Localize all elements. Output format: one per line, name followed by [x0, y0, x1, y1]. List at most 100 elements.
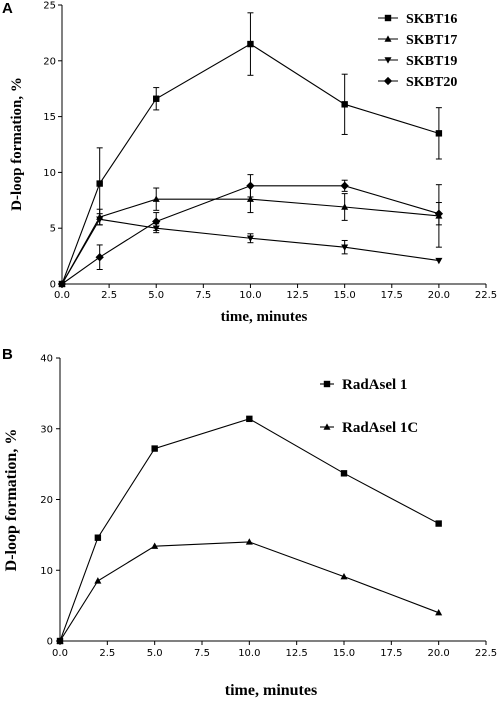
y-tick-label: 20: [40, 495, 53, 506]
chart-a: A 0.0 2.5 5.0 7.5 10.0 12.5 15.0 17.5 20.0 22.5 0…: [2, 0, 497, 325]
data-point: [246, 195, 254, 202]
x-tick-label: 15.0: [333, 648, 355, 659]
panel-label-b: B: [2, 346, 13, 363]
legend-label: RadAsel 1: [342, 377, 407, 393]
y-tick-label: 15: [43, 112, 56, 123]
y-tick-label: 10: [43, 168, 56, 179]
y-tick-label: 20: [43, 56, 56, 67]
chart-a-y-ticks: 0 5 10 15 20 25: [43, 1, 62, 291]
legend-label: SKBT20: [406, 75, 457, 90]
legend-label: SKBT17: [406, 33, 457, 48]
series-radasel-1: [56, 415, 442, 645]
legend-marker: [323, 423, 331, 430]
chart-a-x-ticks: 0.0 2.5 5.0 7.5 10.0 12.5 15.0 17.5 20.0 22.5: [54, 284, 497, 301]
x-tick-label: 17.5: [381, 290, 403, 301]
x-tick-label: 0.0: [54, 290, 70, 301]
y-tick-label: 0: [50, 280, 56, 291]
series-line: [61, 185, 440, 285]
legend-item: RadAsel 1: [320, 377, 407, 393]
chart-a-x-axis-title: time, minutes: [221, 309, 308, 325]
legend-label: RadAsel 1C: [342, 420, 418, 436]
legend-marker: [323, 380, 331, 388]
chart-b-x-ticks: 0.0 2.5 5.0 7.5 10.0 12.5 15.0 17.5 20.0 22.5: [52, 641, 497, 659]
x-tick-label: 7.5: [195, 290, 211, 301]
y-tick-label: 10: [40, 566, 53, 577]
y-tick-label: 40: [40, 354, 53, 365]
panel-label-a: A: [2, 0, 13, 17]
data-point: [340, 572, 348, 580]
x-tick-label: 15.0: [334, 290, 356, 301]
x-tick-label: 17.5: [380, 648, 402, 659]
legend-marker: [384, 57, 392, 64]
data-point: [340, 181, 349, 190]
chart-b: B 0.0 2.5 5.0 7.5 10.0 12.5 15.0 17.5 20.0 22.5 0…: [2, 346, 497, 699]
legend-marker: [384, 14, 392, 22]
y-tick-label: 5: [50, 224, 56, 235]
chart-b-axes: [59, 358, 486, 642]
data-point: [57, 279, 67, 289]
data-point: [434, 209, 444, 218]
data-point: [152, 217, 161, 226]
chart-b-x-axis-title: time, minutes: [225, 682, 317, 699]
legend-marker: [383, 76, 393, 86]
chart-a-legend: SKBT16 SKBT17 SKBT19 SKBT20: [378, 12, 457, 90]
series-line: [59, 541, 439, 642]
x-tick-label: 5.0: [148, 290, 164, 301]
data-point: [94, 577, 102, 584]
y-tick-label: 25: [43, 1, 56, 12]
chart-b-legend: RadAsel 1 RadAsel 1C: [320, 377, 418, 436]
chart-b-y-axis-title: D-loop formation, %: [3, 429, 20, 572]
legend-item: SKBT17: [378, 33, 457, 48]
data-point: [153, 95, 160, 102]
data-point: [152, 195, 160, 202]
legend-marker: [384, 35, 392, 42]
series-line: [61, 198, 439, 285]
legend-item: SKBT20: [378, 75, 457, 90]
series-skbt19: [58, 213, 443, 288]
data-point: [94, 534, 102, 541]
x-tick-label: 12.5: [286, 648, 308, 659]
data-point: [340, 470, 348, 477]
chart-a-series: [57, 12, 444, 289]
data-point: [151, 542, 159, 549]
data-point: [435, 257, 443, 265]
data-point: [341, 101, 348, 108]
chart-b-series: [56, 415, 443, 645]
data-point: [95, 253, 104, 262]
data-point: [435, 130, 443, 137]
chart-a-y-axis-title: D-loop formation, %: [9, 77, 25, 211]
data-point: [245, 538, 253, 545]
y-tick-label: 30: [40, 424, 53, 435]
chart-a-axes: [61, 5, 486, 285]
x-tick-label: 2.5: [99, 648, 115, 659]
series-skbt16: [58, 12, 443, 288]
y-tick-label: 0: [47, 637, 53, 648]
data-point: [435, 609, 443, 616]
x-tick-label: 2.5: [101, 290, 117, 301]
x-tick-label: 22.5: [475, 290, 497, 301]
data-point: [341, 244, 349, 251]
x-tick-label: 10.0: [238, 648, 260, 659]
series-line: [59, 418, 439, 642]
legend-item: SKBT19: [378, 54, 457, 69]
legend-item: SKBT16: [378, 12, 457, 27]
data-point: [96, 180, 103, 187]
series-radasel-1c: [56, 538, 443, 644]
x-tick-label: 20.0: [428, 290, 450, 301]
data-point: [246, 181, 255, 190]
data-point: [341, 203, 349, 210]
x-tick-label: 22.5: [475, 648, 497, 659]
series-line: [61, 218, 439, 285]
series-skbt20: [57, 174, 444, 289]
legend-item: RadAsel 1C: [320, 420, 418, 436]
x-tick-label: 7.5: [194, 648, 210, 659]
series-line: [61, 43, 440, 285]
x-tick-label: 20.0: [428, 648, 450, 659]
legend-label: SKBT16: [406, 12, 457, 27]
chart-b-y-ticks: 0 10 20 30 40: [40, 354, 60, 648]
data-point: [435, 520, 442, 527]
data-point: [96, 216, 104, 223]
data-point: [151, 445, 158, 452]
x-tick-label: 0.0: [52, 648, 68, 659]
x-tick-label: 5.0: [147, 648, 163, 659]
